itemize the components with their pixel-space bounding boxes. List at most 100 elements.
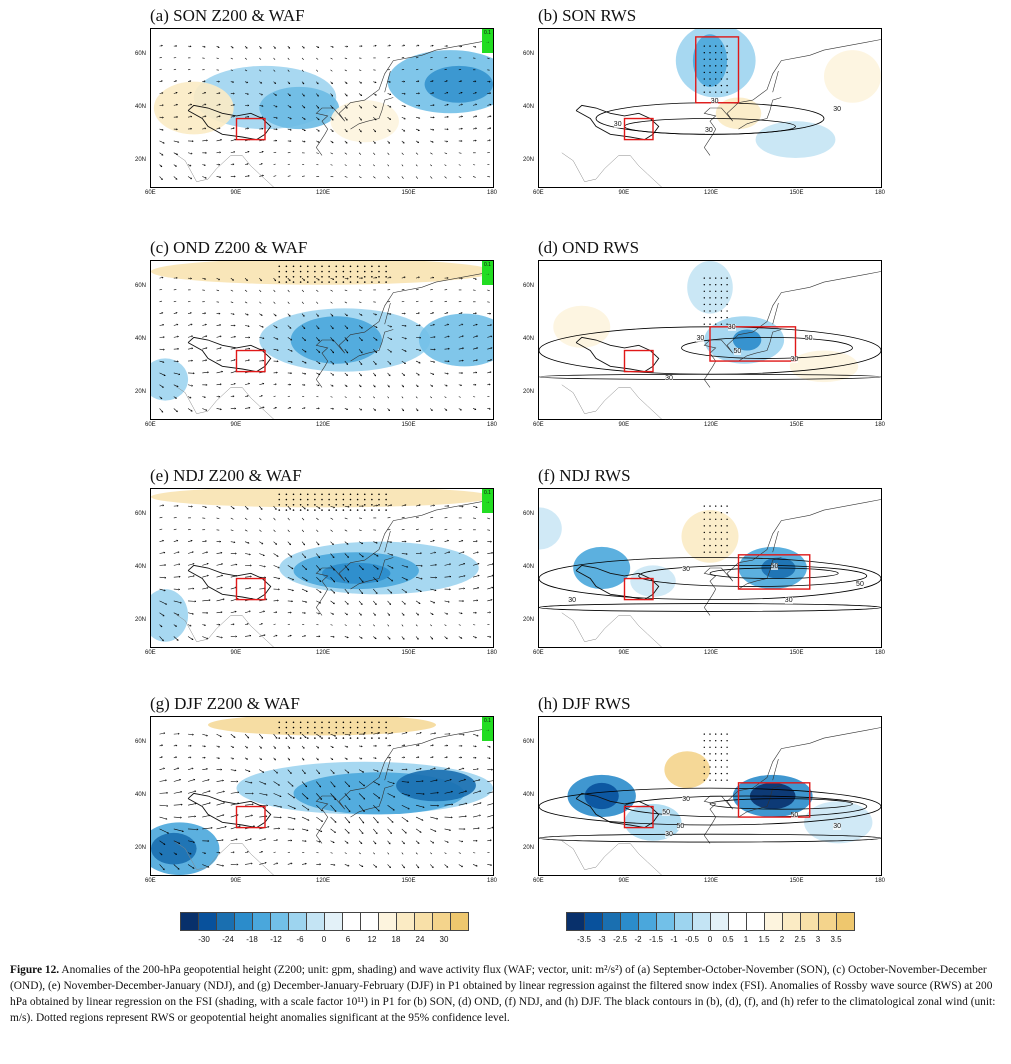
- colorbar-label: -3: [598, 935, 606, 944]
- lat-tick-label: 40N: [135, 792, 147, 798]
- contour-label: 30: [784, 597, 793, 605]
- lat-tick-label: 20N: [135, 616, 147, 623]
- lon-tick-label: 150E: [789, 190, 804, 196]
- panel-title: (d) OND RWS: [538, 238, 640, 257]
- colorbar-swatch: [252, 912, 271, 931]
- map-plot: 30 50 50 50 30 30: [538, 716, 882, 876]
- colorbar-label: 18: [391, 935, 401, 944]
- lon-tick-label: 180: [487, 190, 498, 196]
- colorbar-swatch: [180, 912, 199, 931]
- panel-g: (g) DJF Z200 & WAF 0.1 → 60N 40N 20N 60E 90E 120…: [135, 694, 540, 899]
- colorbar-swatch: [216, 912, 235, 931]
- contour-label: 30: [568, 597, 576, 605]
- panel-title: (a) SON Z200 & WAF: [150, 6, 305, 25]
- map-plot: 0.1 →: [150, 488, 494, 648]
- colorbar-label: 2: [779, 935, 785, 944]
- map-canvas: [153, 39, 493, 187]
- colorbar-swatch: [782, 912, 801, 931]
- panel-h: (h) DJF RWS 30 50 50 50 30 30 60N 40N 20N 60E 90E 12…: [523, 694, 928, 899]
- lat-tick-label: 60N: [523, 283, 535, 290]
- lon-tick-label: 150E: [401, 422, 416, 428]
- lon-tick-label: 60E: [533, 190, 544, 196]
- lon-tick-label: 180: [487, 878, 498, 884]
- colorbar-label: 0: [321, 935, 327, 944]
- lat-tick-label: 20N: [135, 844, 147, 851]
- colorbar-label: -2.5: [613, 935, 627, 944]
- colorbar-swatch: [288, 912, 307, 931]
- lon-tick-label: 90E: [230, 190, 242, 196]
- lon-tick-label: 150E: [789, 422, 804, 428]
- reference-vector: 0.1 →: [482, 29, 493, 53]
- lon-tick-label: 150E: [789, 650, 804, 656]
- contour-label: 30: [833, 105, 842, 113]
- colorbar-label: -0.5: [685, 935, 699, 944]
- lon-tick-label: 120E: [704, 422, 719, 428]
- colorbar-label: -18: [246, 935, 258, 944]
- reference-vector-label: 0.1: [484, 718, 491, 724]
- contour-label: 30: [665, 374, 673, 382]
- colorbar-label: -1.5: [649, 935, 663, 944]
- lat-tick-label: 60N: [523, 739, 535, 746]
- lon-tick-label: 90E: [618, 422, 630, 428]
- lat-tick-label: 60N: [135, 283, 147, 290]
- contour-label: 50: [770, 563, 779, 570]
- colorbar-swatch: [710, 912, 729, 931]
- map-canvas: [151, 489, 493, 647]
- contour-label: 30: [727, 324, 736, 332]
- lon-tick-label: 150E: [401, 190, 416, 196]
- lat-tick-label: 20N: [523, 844, 535, 851]
- lon-tick-label: 180: [875, 422, 886, 428]
- lon-tick-label: 60E: [145, 190, 156, 196]
- contour-label: 30: [682, 796, 690, 804]
- lon-tick-label: 90E: [230, 422, 242, 428]
- lon-tick-label: 60E: [145, 878, 156, 884]
- map-canvas: [539, 261, 881, 419]
- colorbar-swatch: [692, 912, 711, 931]
- lat-tick-label: 60N: [523, 511, 535, 518]
- panel-title: (e) NDJ Z200 & WAF: [150, 466, 302, 485]
- colorbar-label: -2: [634, 935, 642, 944]
- lon-tick-label: 120E: [316, 650, 331, 656]
- map-canvas: [539, 727, 881, 875]
- colorbar-swatch: [638, 912, 657, 931]
- lat-tick-label: 40N: [135, 564, 147, 570]
- colorbar-label: -3.5: [577, 935, 591, 944]
- contour-label: 50: [804, 335, 813, 342]
- contour-label: 30: [790, 356, 799, 364]
- colorbar-label: 30: [439, 935, 449, 944]
- lat-tick-label: 40N: [523, 104, 535, 110]
- caption-text: Anomalies of the 200-hPa geopotential he…: [10, 964, 996, 1024]
- colorbar-swatch: [566, 912, 585, 931]
- map-canvas: [561, 29, 881, 187]
- colorbar-label: 3: [815, 935, 821, 944]
- lon-tick-label: 90E: [230, 650, 242, 656]
- panel-title: (c) OND Z200 & WAF: [150, 238, 308, 257]
- lon-tick-label: 180: [875, 190, 886, 196]
- lat-tick-label: 60N: [135, 511, 147, 518]
- reference-vector-label: 0.1: [484, 30, 491, 36]
- colorbar-swatch: [360, 912, 379, 931]
- contour-label: 50: [733, 348, 742, 356]
- colorbar-swatch: [396, 912, 415, 931]
- colorbar-swatch: [270, 912, 289, 931]
- contour-label: 30: [833, 822, 842, 830]
- colorbar-swatch: [728, 912, 747, 931]
- colorbar-label: -12: [270, 935, 282, 944]
- colorbar-swatch: [584, 912, 603, 931]
- colorbar-swatch: [198, 912, 217, 931]
- lon-tick-label: 60E: [533, 422, 544, 428]
- lon-tick-label: 60E: [533, 650, 544, 656]
- figure-caption: Figure 12. Anomalies of the 200-hPa geop…: [10, 962, 1000, 1026]
- colorbar-swatch: [746, 912, 765, 931]
- colorbar-rws: -3.5 -3 -2.5 -2 -1.5 -1 -0.5 0 0.5 1 1.5 2 2.5 3 3.5: [566, 912, 855, 944]
- colorbar-swatch: [818, 912, 837, 931]
- colorbar-label: 12: [367, 935, 377, 944]
- lon-tick-label: 90E: [618, 878, 630, 884]
- panel-f: (f) NDJ RWS 30 50 50 30 30 60N 40N 20N 60E 90E 120E…: [523, 466, 928, 671]
- reference-vector: 0.1 →: [482, 489, 493, 513]
- lon-tick-label: 120E: [316, 422, 331, 428]
- contour-label: 50: [676, 822, 685, 830]
- colorbar-label: -24: [222, 935, 234, 944]
- panel-c: (c) OND Z200 & WAF 0.1 → 60N 40N 20N 60E 90E 120…: [135, 238, 540, 443]
- panel-b: (b) SON RWS 30 30 30 30 60N 40N 20N 60E 90E 120E 15…: [523, 6, 928, 211]
